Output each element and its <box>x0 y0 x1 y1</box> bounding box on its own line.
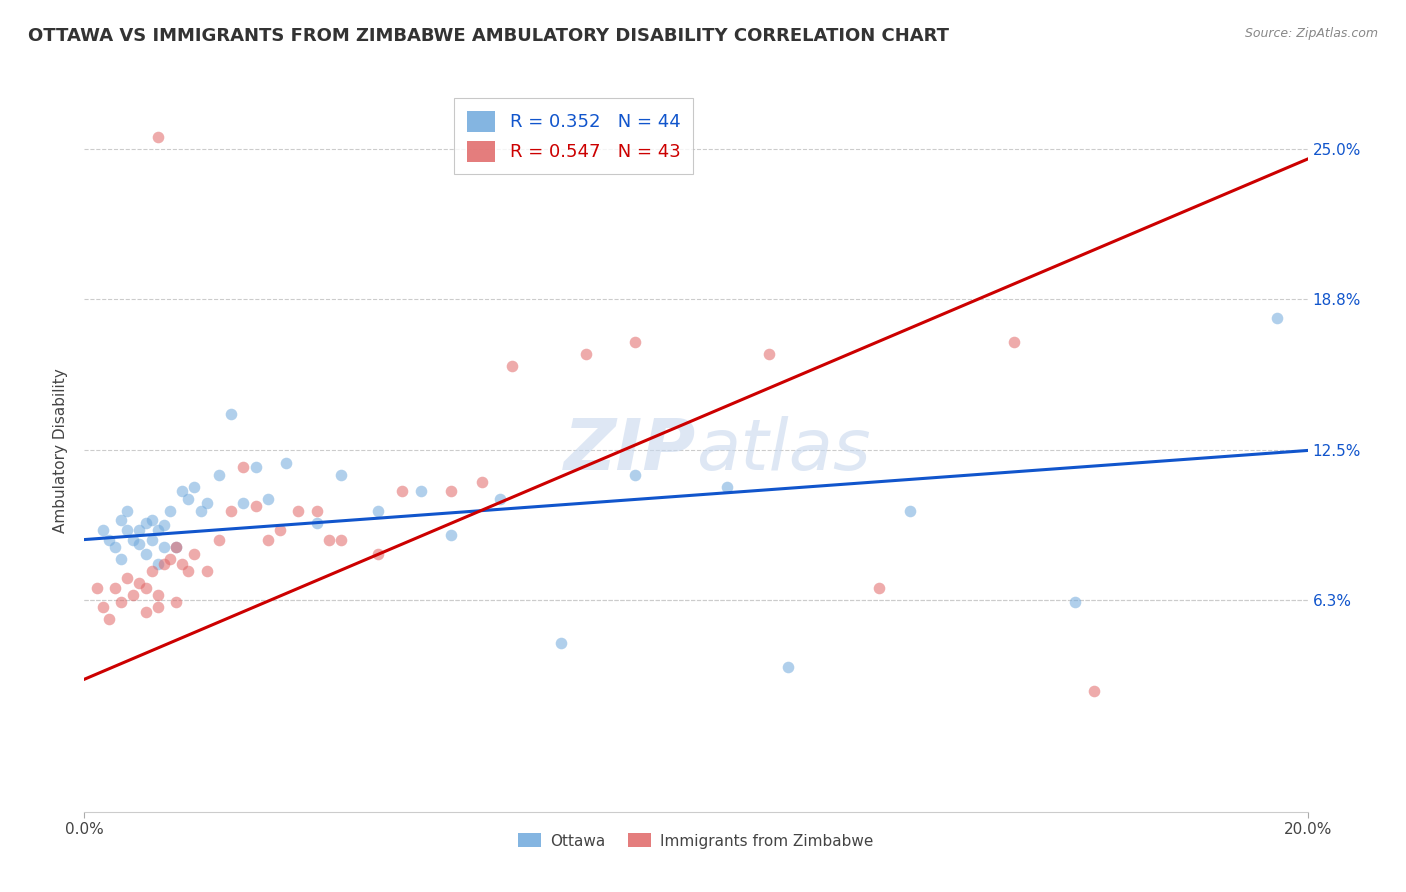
Point <box>776 660 799 674</box>
Point <box>135 547 157 561</box>
Legend: Ottawa, Immigrants from Zimbabwe: Ottawa, Immigrants from Zimbabwe <box>512 828 880 855</box>
Point <box>575 347 598 361</box>
Point <box>177 491 200 506</box>
Point <box>232 460 254 475</box>
Point <box>1083 684 1105 698</box>
Point <box>367 547 389 561</box>
Point <box>440 484 463 499</box>
Point <box>1064 595 1087 609</box>
Point <box>115 523 138 537</box>
Point <box>305 516 328 530</box>
Point <box>115 571 138 585</box>
Point <box>146 557 169 571</box>
Point <box>110 595 132 609</box>
Point <box>330 467 353 482</box>
Point <box>141 533 163 547</box>
Point <box>86 581 108 595</box>
Point <box>141 513 163 527</box>
Point <box>257 533 280 547</box>
Point <box>159 503 181 517</box>
Point <box>146 523 169 537</box>
Point <box>146 600 169 615</box>
Point <box>165 540 187 554</box>
Point <box>110 513 132 527</box>
Point <box>219 503 242 517</box>
Point <box>269 523 291 537</box>
Text: OTTAWA VS IMMIGRANTS FROM ZIMBABWE AMBULATORY DISABILITY CORRELATION CHART: OTTAWA VS IMMIGRANTS FROM ZIMBABWE AMBUL… <box>28 27 949 45</box>
Point <box>183 480 205 494</box>
Point <box>104 540 127 554</box>
Point <box>128 576 150 591</box>
Point <box>97 612 120 626</box>
Point <box>391 484 413 499</box>
Point <box>104 581 127 595</box>
Point <box>159 551 181 566</box>
Point <box>208 533 231 547</box>
Point <box>245 499 267 513</box>
Point <box>128 537 150 551</box>
Point <box>122 533 145 547</box>
Point <box>1002 334 1025 349</box>
Point <box>305 503 328 517</box>
Point <box>367 503 389 517</box>
Point <box>318 533 340 547</box>
Point <box>276 456 298 470</box>
Y-axis label: Ambulatory Disability: Ambulatory Disability <box>53 368 69 533</box>
Point <box>502 359 524 373</box>
Point <box>330 533 353 547</box>
Point <box>758 347 780 361</box>
Point <box>409 484 432 499</box>
Point <box>115 503 138 517</box>
Point <box>165 540 187 554</box>
Point <box>898 503 921 517</box>
Point <box>165 595 187 609</box>
Point <box>141 564 163 578</box>
Point <box>128 523 150 537</box>
Point <box>183 547 205 561</box>
Point <box>232 496 254 510</box>
Text: atlas: atlas <box>696 416 870 485</box>
Point <box>146 130 169 145</box>
Point <box>135 581 157 595</box>
Point <box>91 523 114 537</box>
Point <box>716 480 738 494</box>
Point <box>153 540 176 554</box>
Point <box>869 581 891 595</box>
Point <box>440 528 463 542</box>
Point <box>195 496 218 510</box>
Point <box>153 557 176 571</box>
Point <box>146 588 169 602</box>
Point <box>153 518 176 533</box>
Point <box>287 503 309 517</box>
Point <box>550 636 572 650</box>
Text: ZIP: ZIP <box>564 416 696 485</box>
Text: Source: ZipAtlas.com: Source: ZipAtlas.com <box>1244 27 1378 40</box>
Point <box>471 475 494 489</box>
Point <box>91 600 114 615</box>
Point <box>219 407 242 421</box>
Point <box>97 533 120 547</box>
Point <box>177 564 200 578</box>
Point <box>257 491 280 506</box>
Point <box>135 516 157 530</box>
Point <box>122 588 145 602</box>
Point <box>1265 311 1288 326</box>
Point <box>624 467 647 482</box>
Point <box>135 605 157 619</box>
Point <box>195 564 218 578</box>
Point <box>489 491 512 506</box>
Point <box>190 503 212 517</box>
Point <box>624 334 647 349</box>
Point <box>245 460 267 475</box>
Point <box>110 551 132 566</box>
Point <box>208 467 231 482</box>
Point <box>172 557 194 571</box>
Point <box>172 484 194 499</box>
